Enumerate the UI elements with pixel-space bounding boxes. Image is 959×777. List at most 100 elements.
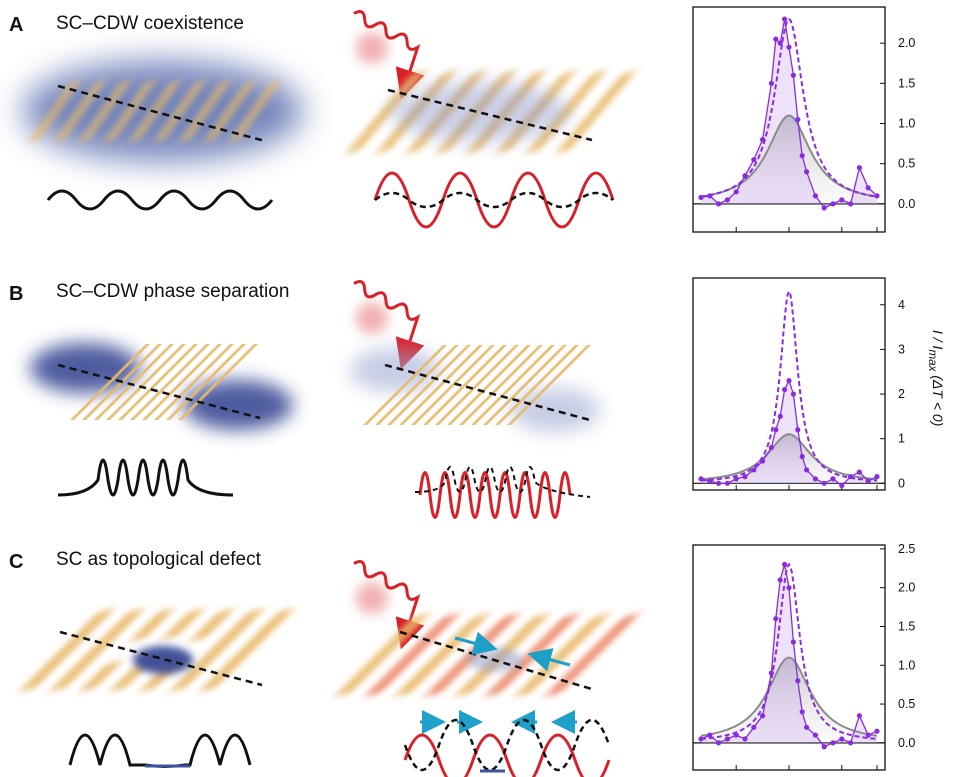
- purple-data-area: [701, 19, 877, 208]
- data-point: [760, 713, 766, 719]
- cdw-stripes-c1: [20, 610, 294, 690]
- y-tick-label: 2.0: [898, 36, 915, 50]
- panel-a-title: SC–CDW coexistence: [56, 13, 244, 34]
- data-point: [795, 116, 801, 123]
- light-pulse-icon-b: [353, 280, 425, 370]
- light-pulse-icon-c: [353, 560, 425, 650]
- gray-fit-line: [700, 656, 878, 737]
- data-point: [773, 616, 779, 622]
- data-point: [768, 670, 775, 676]
- data-point: [865, 185, 871, 191]
- plot-panel-c: 2.5 2.0 1.5 1.0 0.5 0.0: [692, 542, 915, 771]
- panel-c-defect-illustration: [20, 610, 294, 768]
- data-point: [733, 189, 739, 195]
- data-point: [698, 194, 704, 201]
- data-point: [742, 173, 748, 179]
- y-tick-label: 2: [898, 387, 905, 401]
- data-point: [782, 561, 788, 567]
- cdw-stripes-b1: [70, 344, 258, 420]
- data-point: [777, 413, 783, 419]
- panel-b-letter: B: [9, 283, 24, 305]
- panel-b-photoexcited-illustration: [350, 280, 600, 519]
- data-point: [795, 427, 801, 433]
- panel-b-separation-illustration: [30, 343, 293, 497]
- cdw-wave-c2-enhanced: [403, 733, 611, 777]
- data-point: [751, 724, 757, 730]
- data-point: [742, 474, 748, 480]
- y-tick-label: 0.0: [898, 736, 915, 750]
- y-tick-label: 0: [898, 476, 905, 490]
- data-point: [786, 44, 792, 50]
- data-point: [812, 476, 819, 482]
- data-point: [782, 386, 788, 393]
- cdw-wave-a1: [46, 189, 274, 211]
- data-point: [716, 740, 722, 746]
- data-point: [874, 474, 880, 480]
- purple-fit-line: [700, 562, 878, 740]
- data-point: [848, 201, 854, 207]
- data-point: [786, 585, 792, 591]
- plot-panel-b: 4 3 2 1 0: [692, 277, 905, 491]
- panel-c-letter: C: [9, 551, 24, 573]
- data-point: [777, 40, 783, 46]
- data-point: [786, 378, 792, 384]
- cdw-wave-c2-original: [403, 718, 611, 772]
- cdw-stripes-b2: [363, 345, 591, 425]
- data-point: [790, 72, 797, 78]
- cdw-wave-b2-enhanced: [418, 471, 572, 519]
- y-tick-label: 0.5: [898, 157, 915, 171]
- data-point: [865, 732, 871, 738]
- y-tick-label: 1: [898, 432, 905, 446]
- y-tick-label: 0.5: [898, 697, 915, 711]
- data-point: [830, 201, 836, 207]
- data-point: [724, 736, 731, 742]
- data-point: [716, 480, 722, 486]
- data-point: [799, 453, 805, 460]
- data-point: [707, 478, 713, 484]
- y-tick-label: 3: [898, 342, 905, 356]
- data-point: [773, 36, 779, 42]
- data-point: [777, 577, 783, 583]
- plot-panel-a: 2.0 1.5 1.0 0.5 0.0: [692, 6, 915, 233]
- panel-b-title: SC–CDW phase separation: [56, 281, 290, 302]
- data-point: [799, 709, 805, 715]
- data-point: [773, 427, 779, 433]
- data-point: [830, 476, 836, 482]
- y-tick-label: 4: [898, 298, 905, 312]
- y-tick-label: 1.0: [898, 658, 915, 672]
- data-point: [698, 736, 704, 742]
- data-point: [821, 744, 827, 750]
- purple-fit-line: [700, 17, 878, 198]
- data-point: [856, 469, 863, 475]
- data-point: [698, 476, 704, 482]
- data-point: [839, 197, 845, 203]
- panel-a-photoexcited-illustration: [346, 10, 636, 229]
- data-point: [751, 467, 757, 473]
- y-tick-label: 1.5: [898, 619, 915, 633]
- cdw-stripes-a1: [28, 81, 282, 141]
- y-tick-label: 0.0: [898, 197, 915, 211]
- data-point: [768, 445, 775, 451]
- gray-fit-area: [701, 115, 877, 204]
- data-point: [716, 201, 722, 207]
- data-point: [804, 169, 810, 175]
- data-point: [751, 157, 757, 163]
- data-point: [742, 736, 748, 742]
- y-tick-label: 2.5: [898, 542, 915, 556]
- data-point: [733, 476, 739, 482]
- data-point: [874, 728, 880, 734]
- data-point: [795, 678, 801, 684]
- data-point: [790, 639, 797, 645]
- y-tick-label: 1.5: [898, 76, 915, 90]
- data-point: [799, 153, 805, 159]
- data-point: [856, 165, 863, 171]
- y-tick-label: 1.0: [898, 117, 915, 131]
- data-point: [848, 740, 854, 746]
- light-pulse-icon-a: [353, 10, 425, 100]
- data-point: [874, 193, 880, 199]
- data-point: [848, 474, 854, 480]
- data-point: [707, 193, 713, 199]
- data-point: [812, 732, 819, 738]
- data-point: [821, 480, 827, 486]
